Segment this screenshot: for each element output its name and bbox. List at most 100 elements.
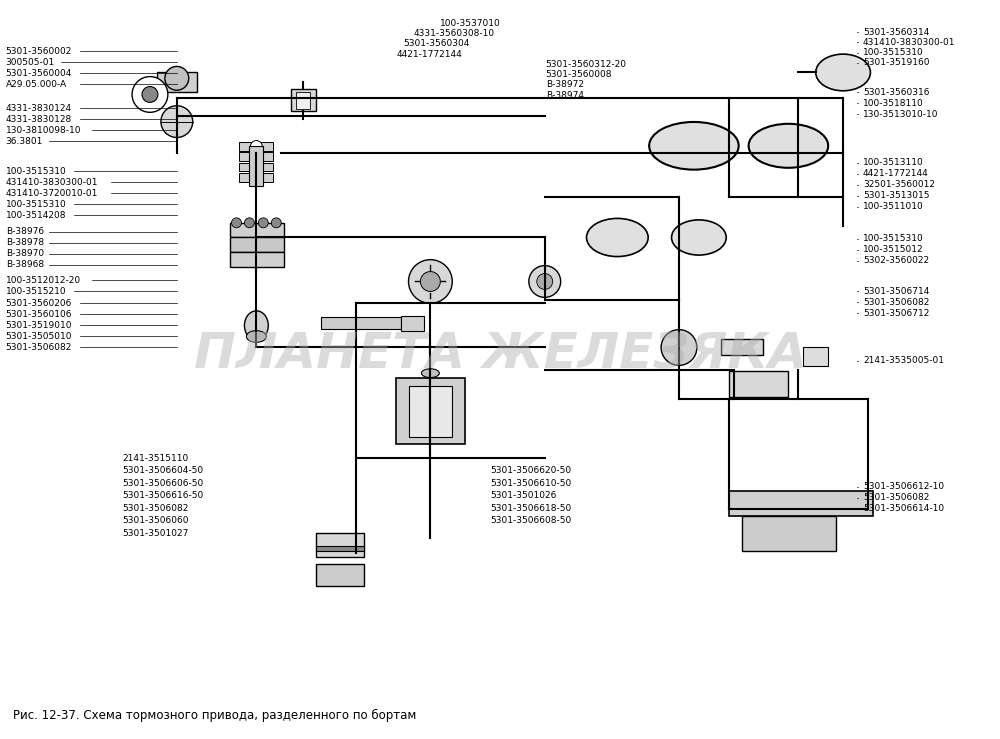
Circle shape [420,271,440,291]
Text: 300505-01: 300505-01 [6,58,55,67]
Circle shape [250,140,262,152]
Ellipse shape [749,124,828,168]
Bar [239,142,273,151]
Text: 5301-3560004: 5301-3560004 [6,69,72,78]
Text: 100-3513110: 100-3513110 [863,158,924,167]
Circle shape [409,259,452,303]
Bar [296,92,310,109]
Text: 100-3515210: 100-3515210 [6,287,66,296]
Text: 5301-3560106: 5301-3560106 [6,310,72,319]
Text: 5301-3519160: 5301-3519160 [863,58,929,67]
Text: 431410-3830300-01: 431410-3830300-01 [6,178,98,187]
Circle shape [537,273,553,290]
Text: 4421-1772144: 4421-1772144 [397,50,462,58]
Circle shape [132,77,168,112]
Text: 4331-3560308-10: 4331-3560308-10 [413,29,495,38]
Ellipse shape [244,311,268,340]
Text: B-38972: B-38972 [546,81,584,89]
Text: 5301-3560316: 5301-3560316 [863,88,929,97]
Circle shape [165,67,189,90]
Circle shape [232,218,241,228]
Text: 2141-3515110: 2141-3515110 [122,454,188,463]
Text: 5301-3506714: 5301-3506714 [863,287,929,296]
Bar [316,545,364,551]
Circle shape [271,218,281,228]
Text: A29.05.000-A: A29.05.000-A [6,80,67,89]
Bar [401,316,424,330]
Text: 5301-3506610-50: 5301-3506610-50 [490,479,571,488]
Ellipse shape [587,219,648,256]
Text: B-38978: B-38978 [6,238,44,247]
Circle shape [250,171,262,183]
Text: 5301-3501026: 5301-3501026 [490,491,556,500]
Bar [721,338,763,355]
Text: 5302-3560022: 5302-3560022 [863,256,929,265]
Text: 5301-3560206: 5301-3560206 [6,299,72,308]
Text: 4331-3830124: 4331-3830124 [6,104,72,113]
Text: 431410-3830300-01: 431410-3830300-01 [863,38,955,47]
Circle shape [529,265,561,297]
Ellipse shape [816,54,870,91]
Circle shape [244,218,254,228]
Text: 5301-3506604-50: 5301-3506604-50 [122,466,203,475]
Text: 100-3514208: 100-3514208 [6,211,66,220]
Text: 5301-3560002: 5301-3560002 [6,47,72,55]
Bar [396,378,465,444]
Text: 5301-3506620-50: 5301-3506620-50 [490,466,571,475]
Text: 5301-3506060: 5301-3506060 [122,516,189,525]
Text: 5301-3506082: 5301-3506082 [122,503,188,513]
Text: 431410-3720010-01: 431410-3720010-01 [6,189,98,198]
Text: 5301-3560304: 5301-3560304 [404,39,470,48]
Bar [239,152,273,161]
Text: 4331-3830128: 4331-3830128 [6,115,72,124]
Bar [729,491,873,516]
Text: B-38968: B-38968 [6,260,44,269]
Text: 5301-3506082: 5301-3506082 [863,494,929,503]
Text: 5301-3501027: 5301-3501027 [122,528,188,537]
Ellipse shape [421,369,439,378]
Text: ПЛАНЕТА ЖЕЛЕЗЯКА: ПЛАНЕТА ЖЕЛЕЗЯКА [194,331,806,379]
Text: 100-3515310: 100-3515310 [6,200,67,209]
Text: 100-3515310: 100-3515310 [863,48,924,57]
Text: 100-3537010: 100-3537010 [440,18,501,28]
Text: 100-3511010: 100-3511010 [863,202,924,211]
Circle shape [661,330,697,365]
Text: B-38974: B-38974 [546,91,584,100]
Text: B-38976: B-38976 [6,227,44,236]
Bar [230,237,284,252]
Text: 5301-3505010: 5301-3505010 [6,332,72,341]
Text: 5301-3513015: 5301-3513015 [863,191,929,200]
Text: 100-3512012-20: 100-3512012-20 [6,276,81,285]
Circle shape [250,161,262,173]
Bar [729,371,788,397]
Bar [230,223,284,237]
Text: 32501-3560012: 32501-3560012 [863,180,935,189]
Bar [291,89,316,112]
Circle shape [161,106,193,137]
Bar [230,252,284,267]
Text: Рис. 12-37. Схема тормозного привода, разделенного по бортам: Рис. 12-37. Схема тормозного привода, ра… [13,709,416,722]
Bar [409,386,452,437]
Text: 5301-3506082: 5301-3506082 [6,343,72,352]
Bar [316,533,364,556]
Text: 130-3810098-10: 130-3810098-10 [6,126,81,135]
Bar [239,173,273,182]
Bar [321,318,401,329]
Text: 5301-3506612-10: 5301-3506612-10 [863,483,944,491]
Text: 5301-3560314: 5301-3560314 [863,27,929,37]
Text: B-38970: B-38970 [6,249,44,258]
Text: 100-3518110: 100-3518110 [863,99,924,108]
Bar [316,564,364,586]
Ellipse shape [649,122,739,170]
Text: 5301-3506614-10: 5301-3506614-10 [863,504,944,514]
Text: 5301-3506618-50: 5301-3506618-50 [490,503,571,513]
Circle shape [142,86,158,103]
Text: 5301-3506082: 5301-3506082 [863,298,929,307]
Circle shape [258,218,268,228]
Ellipse shape [672,220,726,255]
Bar [239,163,273,171]
Text: 2141-3535005-01: 2141-3535005-01 [863,356,944,365]
Bar [249,146,263,186]
Circle shape [250,151,262,163]
Text: 5301-3506606-50: 5301-3506606-50 [122,479,203,488]
